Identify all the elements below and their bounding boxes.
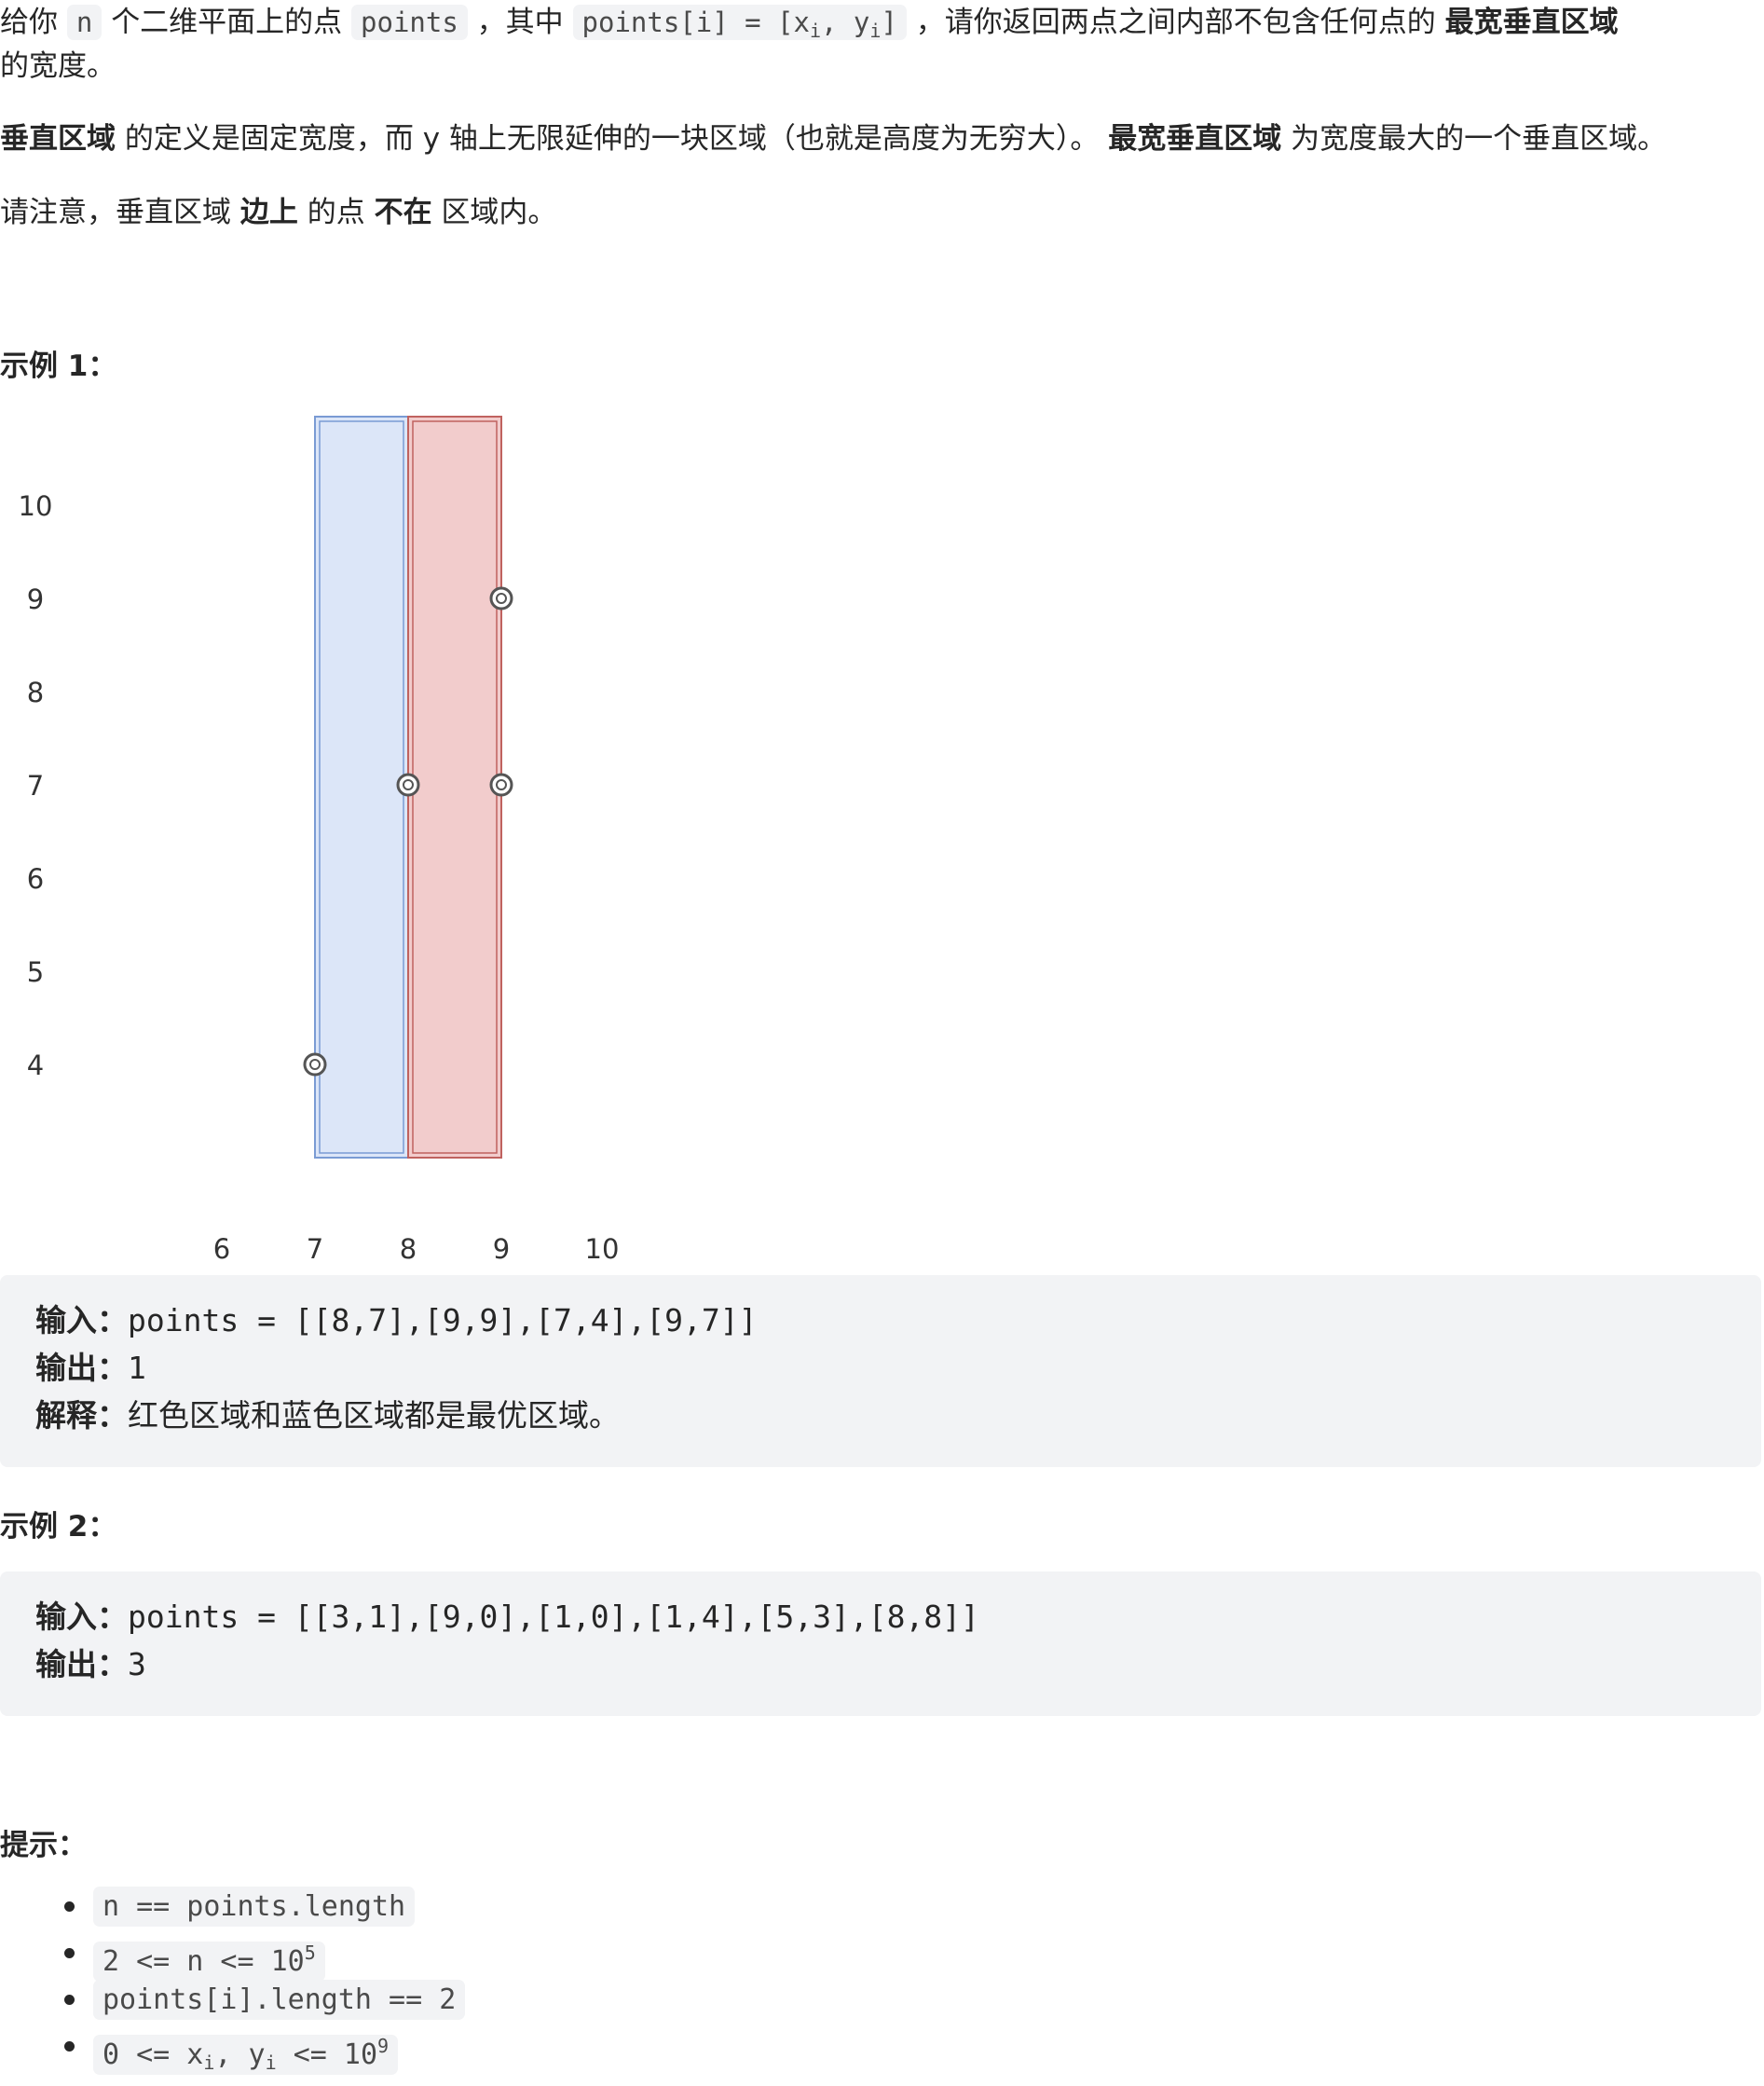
example-2-heading: 示例 2： bbox=[0, 1510, 117, 1544]
example-1-figure: 10 9 8 7 6 5 4 6 7 8 9 10 bbox=[19, 416, 620, 1265]
desc-text: 区域内。 bbox=[441, 196, 557, 229]
desc-text: 的点 bbox=[307, 196, 365, 229]
y-tick-label: 8 bbox=[27, 677, 44, 708]
region-red-outer bbox=[407, 416, 502, 1159]
list-item: 0 <= xi, yi <= 109 bbox=[0, 2023, 465, 2075]
desc-text: 个二维平面上的点 bbox=[111, 6, 343, 39]
x-tick-label: 6 bbox=[213, 1233, 230, 1265]
y-tick-label: 7 bbox=[27, 770, 44, 802]
desc-text: 的定义是固定宽度，而 y 轴上无限延伸的一块区域（也就是高度为无穷大）。 bbox=[124, 122, 1100, 156]
y-tick-label: 5 bbox=[27, 956, 44, 988]
inline-code-points: points bbox=[351, 5, 468, 40]
output-label: 输出： bbox=[35, 1350, 128, 1386]
list-item: points[i].length == 2 bbox=[0, 1976, 466, 2023]
list-item: n == points.length bbox=[0, 1883, 465, 1929]
data-point-inner bbox=[309, 1059, 321, 1070]
example-1-input: 输入：points = [[8,7],[9,9],[7,4],[9,7]] bbox=[35, 1297, 758, 1344]
example-2-output: 输出：3 bbox=[35, 1641, 146, 1688]
desc-bold: 最宽垂直区域 bbox=[1108, 122, 1282, 156]
hints-heading: 提示： bbox=[0, 1829, 87, 1862]
input-value: points = [[8,7],[9,9],[7,4],[9,7]] bbox=[128, 1302, 758, 1338]
bullet-icon bbox=[64, 1901, 75, 1912]
inline-code-points-i: points[i] = [xi, yi] bbox=[572, 5, 907, 42]
hint-code: points[i].length == 2 bbox=[93, 1980, 466, 2020]
input-label: 输入： bbox=[35, 1599, 128, 1635]
region-blue-outer bbox=[314, 416, 409, 1159]
output-value: 1 bbox=[128, 1350, 146, 1386]
bullet-icon bbox=[64, 2041, 75, 2052]
desc-bold: 边上 bbox=[239, 196, 298, 229]
list-item: 2 <= n <= 105 bbox=[0, 1929, 465, 1982]
explain-label: 解释： bbox=[35, 1397, 128, 1434]
y-tick-label: 6 bbox=[27, 863, 44, 895]
hint-code: n == points.length bbox=[93, 1887, 416, 1927]
bullet-icon bbox=[64, 1948, 75, 1958]
x-tick-label: 10 bbox=[585, 1233, 620, 1265]
desc-bold: 最宽垂直区域 bbox=[1444, 6, 1619, 39]
x-tick-label: 9 bbox=[493, 1233, 510, 1265]
example-2-box: 输入：points = [[3,1],[9,0],[1,0],[1,4],[5,… bbox=[0, 1571, 1761, 1716]
desc-bold: 不在 bbox=[374, 196, 432, 229]
desc-bold: 垂直区域 bbox=[0, 122, 116, 156]
desc-text: ，请你返回两点之间内部不包含任何点的 bbox=[915, 6, 1436, 39]
desc-text: ，其中 bbox=[476, 6, 564, 39]
desc-text: 为宽度最大的一个垂直区域。 bbox=[1291, 122, 1667, 156]
description-paragraph-2: 垂直区域 的定义是固定宽度，而 y 轴上无限延伸的一块区域（也就是高度为无穷大）… bbox=[0, 117, 1666, 161]
description-paragraph-3: 请注意，垂直区域 边上 的点 不在 区域内。 bbox=[0, 190, 556, 235]
data-point-inner bbox=[403, 779, 414, 790]
description-paragraph-1: 给你 n 个二维平面上的点 points ，其中 points[i] = [xi… bbox=[0, 0, 1619, 53]
y-tick-label: 4 bbox=[27, 1050, 44, 1081]
output-label: 输出： bbox=[35, 1646, 128, 1682]
desc-text: 请注意，垂直区域 bbox=[0, 196, 231, 229]
desc-text: 的宽度。 bbox=[0, 49, 116, 83]
hints-list: n == points.length 2 <= n <= 105 points[… bbox=[0, 1883, 466, 2075]
y-tick-label: 10 bbox=[19, 490, 53, 522]
data-point-inner bbox=[496, 593, 507, 604]
input-value: points = [[3,1],[9,0],[1,0],[1,4],[5,3],… bbox=[128, 1599, 979, 1635]
explain-value: 红色区域和蓝色区域都是最优区域。 bbox=[128, 1397, 620, 1434]
hint-code: 0 <= xi, yi <= 109 bbox=[93, 2035, 399, 2075]
example-1-heading: 示例 1： bbox=[0, 350, 117, 383]
desc-text: 给你 bbox=[0, 6, 58, 39]
example-1-output: 输出：1 bbox=[35, 1345, 146, 1392]
x-tick-label: 8 bbox=[400, 1233, 417, 1265]
example-1-explain: 解释：红色区域和蓝色区域都是最优区域。 bbox=[35, 1393, 620, 1439]
data-point-inner bbox=[496, 779, 507, 790]
input-label: 输入： bbox=[35, 1302, 128, 1338]
example-1-box: 输入：points = [[8,7],[9,9],[7,4],[9,7]] 输出… bbox=[0, 1275, 1761, 1467]
y-tick-label: 9 bbox=[27, 583, 44, 615]
example-2-input: 输入：points = [[3,1],[9,0],[1,0],[1,4],[5,… bbox=[35, 1594, 979, 1640]
x-tick-label: 7 bbox=[307, 1233, 323, 1265]
output-value: 3 bbox=[128, 1646, 146, 1682]
bullet-icon bbox=[64, 1995, 75, 2005]
description-paragraph-1-cont: 的宽度。 bbox=[0, 44, 116, 89]
inline-code-n: n bbox=[66, 5, 103, 40]
hint-code: 2 <= n <= 105 bbox=[93, 1942, 325, 1982]
